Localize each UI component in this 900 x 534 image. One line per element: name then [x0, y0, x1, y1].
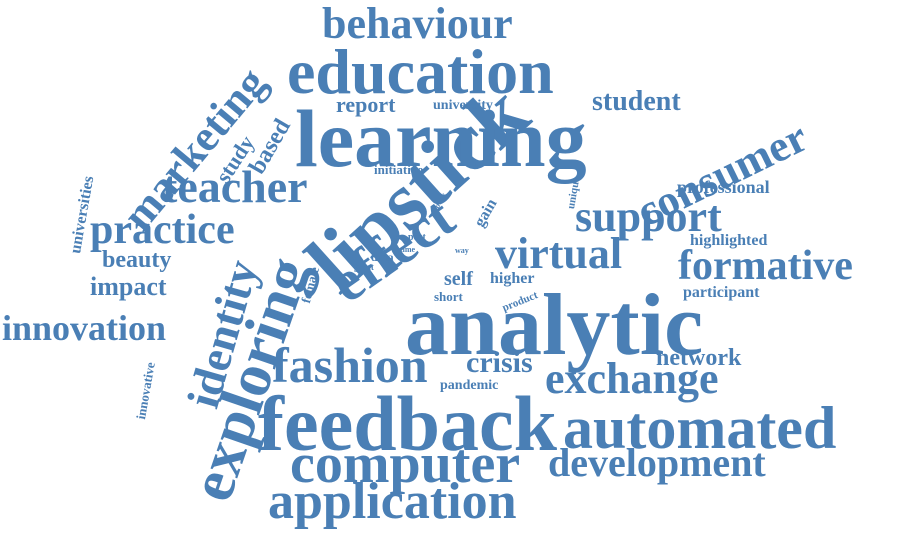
- word-virtual: virtual: [495, 229, 623, 278]
- word-professional: professional: [677, 177, 770, 197]
- word-development: development: [548, 440, 766, 485]
- word-data: data: [371, 250, 394, 264]
- word-analytic: analytic: [405, 277, 704, 374]
- word-behaviour: behaviour: [322, 0, 513, 48]
- word-fashion: fashion: [272, 337, 428, 393]
- word-practice: practice: [90, 207, 235, 253]
- word-higher: higher: [490, 270, 535, 287]
- word-innovation: innovation: [2, 308, 167, 348]
- word-time: time: [400, 245, 416, 254]
- word-feedback: feedback: [258, 380, 557, 467]
- word-computer: computer: [290, 433, 521, 495]
- word-learning: learning: [295, 93, 587, 184]
- word-initiative: initiative: [374, 162, 424, 177]
- word-crisis: crisis: [466, 346, 533, 379]
- word-report: report: [336, 92, 396, 117]
- word-support: support: [575, 192, 722, 241]
- word-participant: participant: [683, 284, 760, 301]
- word-teacher: teacher: [162, 161, 308, 212]
- word-beauty: beauty: [102, 247, 172, 273]
- word-way: way: [455, 246, 469, 255]
- word-gain: gain: [471, 196, 501, 230]
- word-formative: formative: [678, 243, 853, 289]
- word-short: short: [434, 289, 463, 304]
- word-pandemic: pandemic: [440, 378, 499, 393]
- word-student: student: [592, 86, 681, 117]
- word-network: network: [656, 345, 742, 371]
- word-education: education: [287, 36, 554, 107]
- word-great: great: [354, 262, 374, 272]
- word-university: university: [433, 98, 493, 113]
- word-automated: automated: [563, 395, 837, 461]
- word-application: application: [268, 473, 517, 530]
- word-self: self: [444, 268, 473, 290]
- word-exchange: exchange: [545, 354, 719, 403]
- word-innovative: innovative: [133, 360, 158, 421]
- word-highlighted: highlighted: [690, 232, 768, 249]
- word-post: post: [408, 232, 426, 243]
- word-impact: impact: [90, 272, 167, 301]
